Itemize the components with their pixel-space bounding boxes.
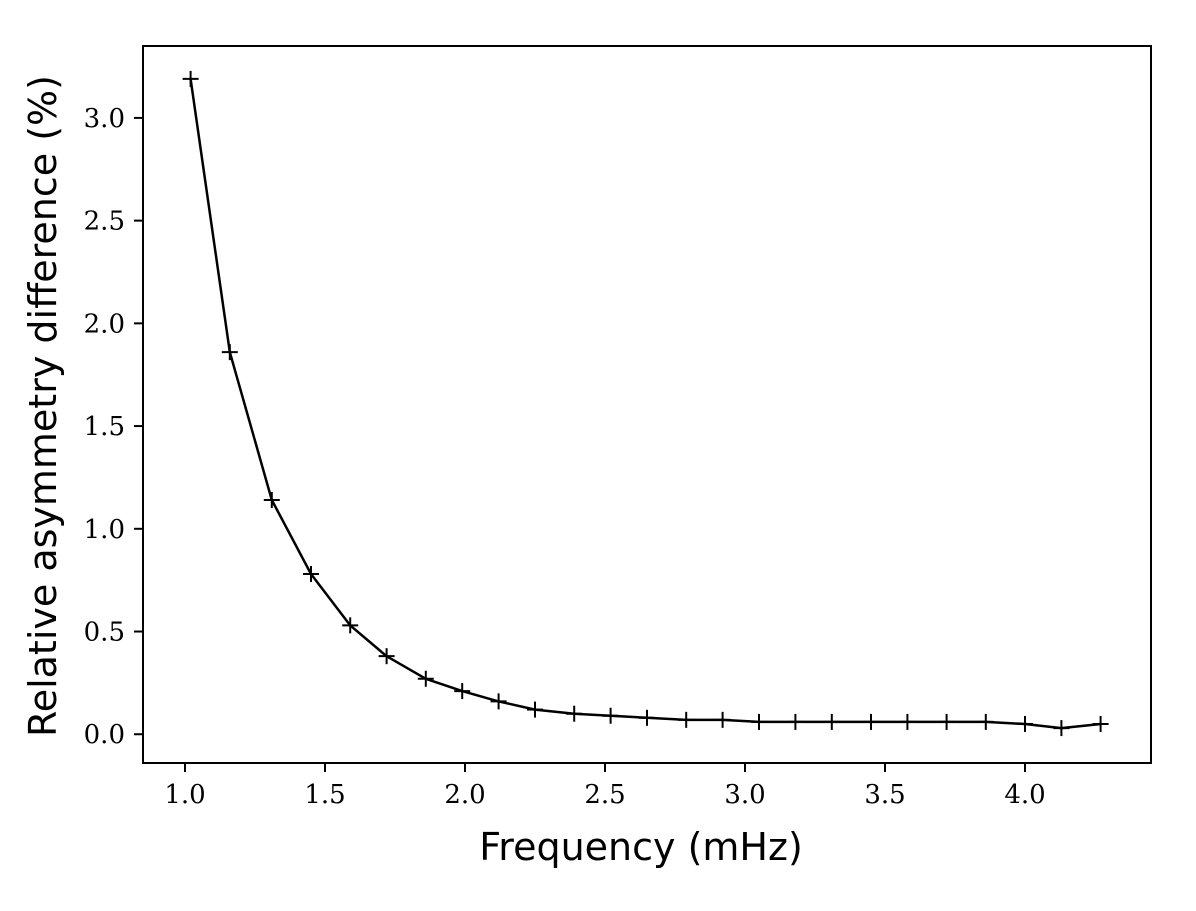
- x-tick-label: 3.0: [724, 780, 765, 810]
- data-point-marker: [378, 648, 395, 665]
- y-axis-title: Relative asymmetry difference (%): [21, 75, 65, 737]
- data-point-marker: [899, 713, 916, 730]
- data-point-marker: [527, 701, 543, 718]
- data-point-marker: [714, 711, 731, 728]
- data-point-marker: [602, 707, 619, 724]
- x-tick-label: 1.0: [164, 780, 205, 810]
- data-point-marker: [182, 70, 199, 87]
- plot-area-frame: [142, 45, 1152, 764]
- data-point-marker: [787, 713, 804, 730]
- data-point-marker: [342, 617, 359, 634]
- data-point-marker: [678, 711, 695, 728]
- data-point-marker: [639, 709, 655, 726]
- data-point-marker: [417, 670, 434, 687]
- x-tick-label: 2.5: [584, 780, 625, 810]
- x-tick-label: 2.0: [444, 780, 485, 810]
- data-point-marker: [454, 683, 471, 700]
- data-point-marker: [566, 705, 583, 722]
- y-tick-label: 0.5: [84, 618, 125, 648]
- y-tick-label: 1.5: [84, 412, 125, 442]
- y-tick-label: 1.0: [84, 515, 125, 545]
- y-tick-label: 0.0: [84, 720, 125, 750]
- y-tick-label: 3.0: [84, 104, 125, 134]
- data-point-marker: [823, 713, 840, 730]
- y-tick-label: 2.5: [84, 207, 125, 237]
- data-point-marker: [1017, 715, 1033, 732]
- x-axis-title: Frequency (mHz): [479, 825, 803, 869]
- data-point-marker: [977, 713, 994, 730]
- x-tick-label: 1.5: [304, 780, 345, 810]
- plot-series: [182, 70, 1109, 737]
- data-point-marker: [303, 565, 319, 582]
- data-point-marker: [751, 713, 767, 730]
- data-point-marker: [863, 713, 879, 730]
- data-point-marker: [490, 693, 507, 710]
- y-tick-label: 2.0: [84, 309, 125, 339]
- data-point-marker: [221, 344, 238, 361]
- x-axis: 1.0 1.5 2.0 2.5 3.0 3.5 4.0: [164, 763, 1046, 810]
- data-point-marker: [263, 492, 280, 509]
- data-point-marker: [1053, 720, 1070, 737]
- data-point-marker: [938, 713, 955, 730]
- data-point-marker: [1092, 715, 1109, 732]
- x-tick-label: 4.0: [1004, 780, 1045, 810]
- x-tick-label: 3.5: [864, 780, 905, 810]
- y-axis: 0.0 0.5 1.0 1.5 2.0 2.5 3.0: [84, 104, 143, 750]
